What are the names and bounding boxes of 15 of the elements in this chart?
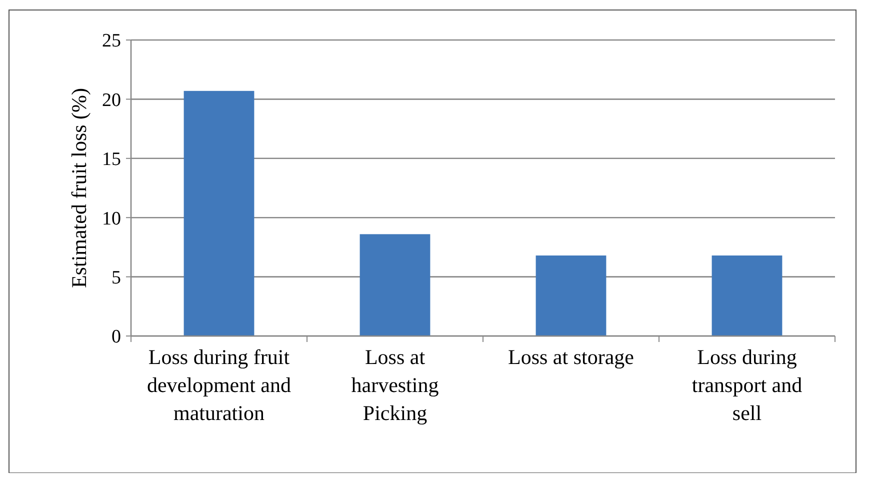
bar (360, 234, 430, 336)
x-tick-label: Loss at harvesting Picking (351, 345, 440, 425)
y-tick-label: 20 (102, 90, 121, 111)
y-tick-label: 25 (102, 30, 121, 52)
y-tick-label: 15 (102, 149, 121, 170)
x-tick-label: Loss during transport and sell (692, 345, 803, 425)
x-tick-label: Loss at storage (508, 345, 634, 369)
bar (184, 90, 254, 336)
y-axis-title: Estimated fruit loss (%) (67, 88, 91, 288)
y-tick-label: 0 (112, 326, 121, 348)
y-tick-label: 5 (112, 267, 121, 288)
y-tick-label: 10 (102, 208, 121, 230)
x-tick-label: Loss during fruit development and maturation (146, 345, 292, 425)
bar (536, 255, 606, 336)
bar (712, 255, 782, 336)
